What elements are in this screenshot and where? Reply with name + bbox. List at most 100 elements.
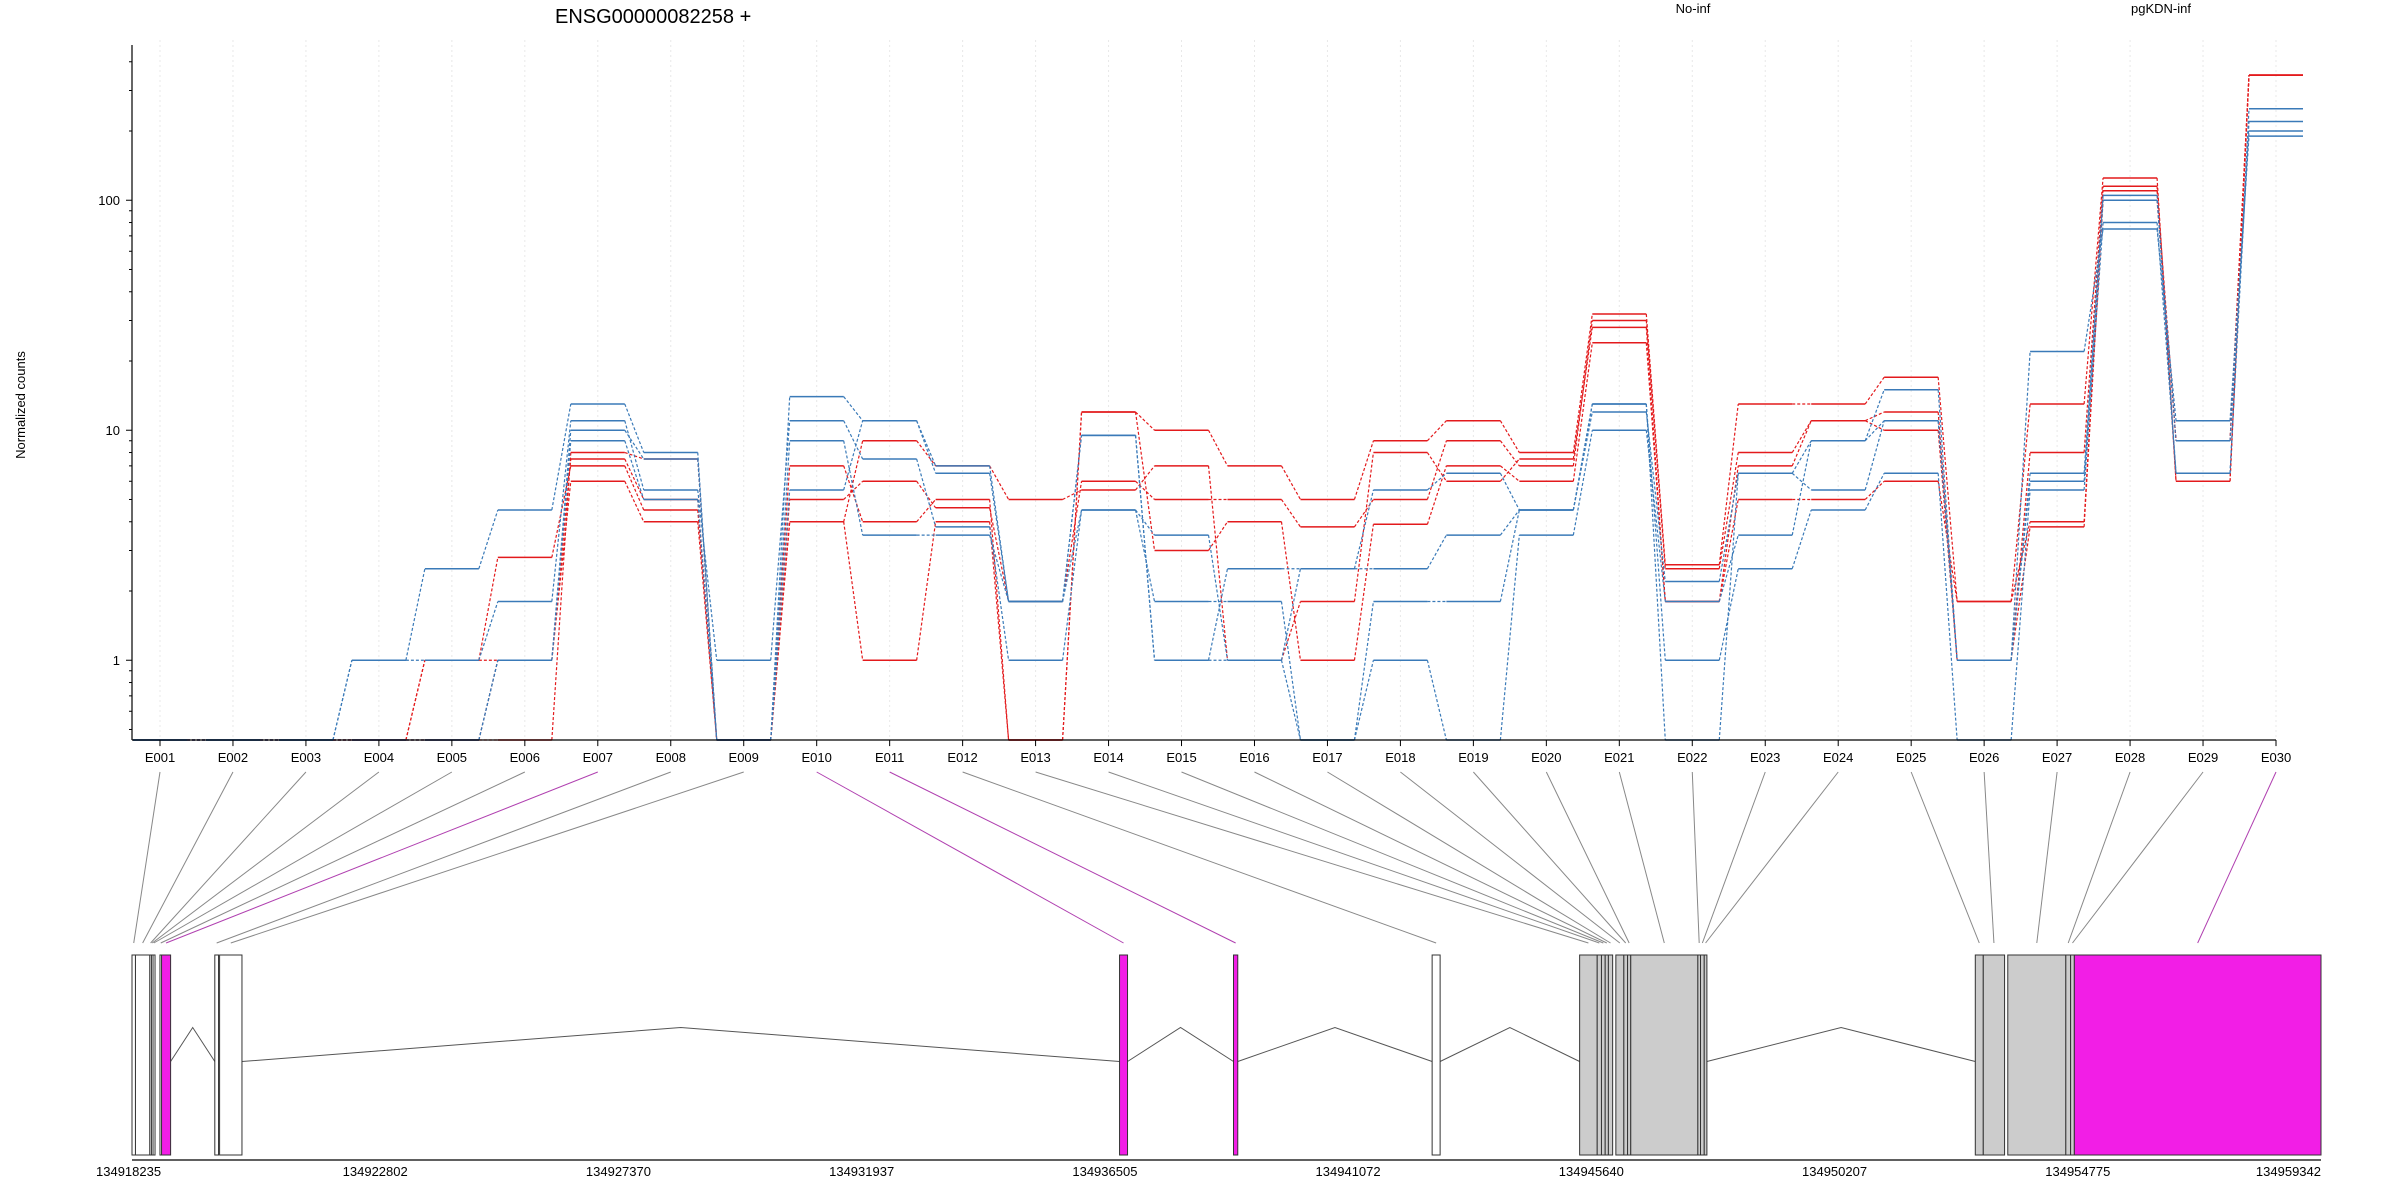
exon-E009 [219,954,243,1156]
y-tick-label: 100 [98,193,120,208]
series-connector [1572,327,1593,460]
series-connector [1937,377,1958,602]
series-connector [843,440,864,522]
series-connector [1135,411,1155,431]
x-tick-label: E014 [1093,750,1123,765]
exon-E028 [2065,954,2072,1156]
series-connector [1791,509,1812,569]
series-connector [1791,472,1812,491]
bin-link-E006 [160,771,526,944]
y-tick-label: 1 [113,653,120,668]
series-connector [843,420,864,460]
series-connector [1426,660,1447,741]
intron [170,1026,216,1062]
bin-link-E004 [151,771,380,944]
series-connector [1718,403,1739,565]
bin-link-E009 [230,771,744,944]
series-connector [1937,420,1958,661]
exon-E001 [131,954,136,1156]
series-connector [624,403,645,453]
series-connector [551,452,572,741]
series-connector [770,420,791,661]
x-tick-label: E004 [364,750,394,765]
series-connector [2010,403,2031,602]
gene-axis-tick-label: 134954775 [2045,1164,2110,1179]
gene-axis-tick-label: 134918235 [96,1164,161,1179]
series-connector [2010,489,2031,741]
series-connector [1937,389,1958,661]
exon-E011 [1233,954,1239,1156]
series-6 [133,107,2303,741]
series-connector [1426,440,1447,500]
series-connector [478,660,499,741]
x-tick-label: E007 [583,750,613,765]
bin-link-E020 [1545,771,1630,944]
series-connector [1426,452,1447,482]
bin-link-E022 [1691,771,1700,944]
series-connector [1280,465,1301,500]
series-connector [1499,535,1520,741]
series-connector [551,420,572,602]
intron [1237,1026,1433,1062]
series-connector [1135,509,1155,536]
x-tick-label: E011 [875,750,904,765]
legend-item-no-inf: No-inf [1676,1,1711,16]
series-connector [989,534,1010,602]
x-tick-label: E023 [1750,750,1780,765]
x-tick-label: E024 [1823,750,1853,765]
x-tick-label: E001 [145,750,175,765]
y-tick-label: 10 [106,423,120,438]
x-tick-label: E010 [802,750,832,765]
bin-link-E027 [2036,771,2058,944]
x-tick-label: E006 [510,750,540,765]
gene-axis-tick-label: 134936505 [1072,1164,1137,1179]
series-connector [1645,327,1666,602]
series-connector [1135,480,1155,500]
series-connector [478,509,499,569]
series-connector [1061,481,1083,602]
bin-link-E003 [150,771,307,944]
series-connector [1353,524,1375,661]
gene-axis-tick-label: 134931937 [829,1164,894,1179]
series-connector [1645,403,1666,741]
gene-axis-tick-label: 134927370 [586,1164,651,1179]
x-tick-label: E026 [1969,750,1999,765]
series-connector [843,420,864,491]
series-connector [1645,430,1666,602]
axes: 1 10 100 E001 E002 E003 E004 E005 E006 E007 E008 E0… [98,45,2291,765]
bin-link-E019 [1473,771,1627,944]
exon-E026 [1982,954,2006,1156]
intron [241,1026,1120,1062]
series-connector [1718,499,1739,602]
x-tick-label: E015 [1166,750,1196,765]
x-tick-label: E022 [1677,750,1707,765]
series-1 [133,74,2303,741]
gene-axis-tick-label: 134922802 [343,1164,408,1179]
series-connector [551,403,572,511]
intron [1706,1026,1976,1062]
exon-E017 [1607,954,1614,1156]
x-tick-label: E008 [656,750,686,765]
x-tick-label: E027 [2042,750,2072,765]
series-connector [1208,521,1228,551]
series-connector [1864,389,1885,441]
x-tick-label: E021 [1604,750,1634,765]
legend-item-pgkdn-inf: pgKDN-inf [2131,1,2191,16]
bin-link-E016 [1254,771,1608,944]
series-connector [2156,222,2177,474]
series-connector [989,465,1010,500]
bin-link-E025 [1910,771,1980,944]
series-connector [1062,489,1082,501]
series-connector [1280,660,1302,741]
series-connector [1791,440,1812,536]
series-connector [1499,465,1520,482]
series-connector [1426,420,1447,442]
series-connector [2083,228,2104,352]
series-connector [624,458,645,500]
series-connector [843,396,864,422]
exon-E025 [1974,954,1984,1156]
series-3 [133,74,2303,741]
bin-link-E010 [816,771,1124,944]
series-connector [989,521,1010,741]
x-tick-label: E013 [1020,750,1050,765]
